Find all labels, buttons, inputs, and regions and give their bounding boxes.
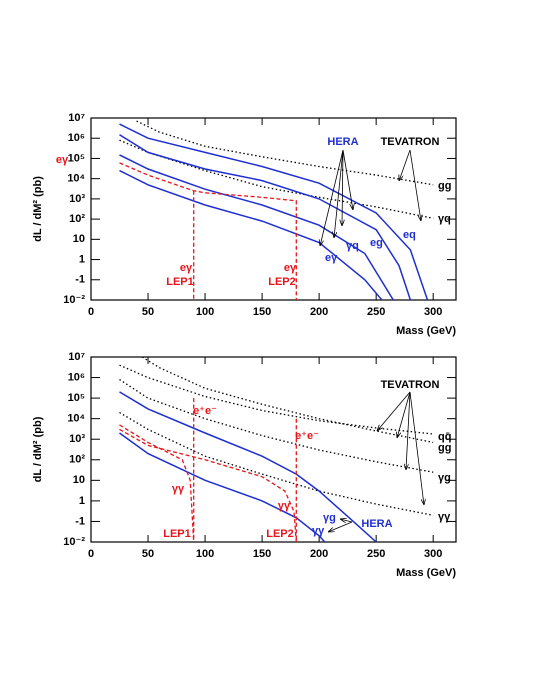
annotation: γγ [172, 483, 185, 495]
y-tick-label: 1 [79, 495, 85, 507]
y-tick-label: 10⁴ [67, 413, 85, 425]
curve [119, 391, 377, 542]
y-tick-label: -1 [75, 274, 85, 286]
curve [119, 378, 434, 473]
y-axis-label: dL / dM² (pb) [32, 176, 44, 242]
annotation: eγ [180, 262, 193, 274]
x-tick-label: 250 [367, 306, 385, 318]
y-tick-label: 10⁷ [68, 112, 85, 124]
curve [119, 154, 394, 300]
curve-label: eγ [325, 252, 338, 264]
curve [141, 357, 434, 444]
curve-label: γγ [438, 511, 451, 523]
annotation: TEVATRON [381, 136, 440, 148]
curve [119, 139, 434, 219]
y-tick-label: -1 [75, 515, 85, 527]
curve-label: qq̄ [438, 431, 451, 443]
y-tick-label: 10⁵ [68, 392, 85, 404]
annotation: LEP1 [163, 528, 191, 540]
arrow [377, 391, 411, 431]
arrow [399, 149, 411, 181]
plot-frame [90, 117, 457, 301]
curve-label: eq [403, 229, 416, 241]
curve [119, 134, 412, 300]
annotation: LEP2 [268, 276, 296, 288]
x-tick-label: 300 [424, 306, 442, 318]
curves [119, 357, 434, 542]
curve [136, 120, 434, 186]
curve-label: γg [323, 512, 336, 524]
x-tick-label: 0 [88, 306, 94, 318]
annotation: TEVATRON [381, 379, 440, 391]
arrow [320, 149, 344, 246]
x-tick-label: 0 [88, 548, 94, 560]
annotation: LEP1 [166, 276, 194, 288]
arrow [334, 149, 344, 238]
y-tick-label: 10² [69, 454, 85, 466]
arrow [406, 391, 411, 470]
annotation: γγ [278, 500, 291, 512]
y-tick-label: 10⁷ [68, 351, 85, 363]
curve-label: γq [438, 213, 451, 225]
curve [119, 169, 383, 300]
curve-label: gg [438, 442, 451, 454]
annotation: eγ [56, 154, 69, 166]
annotation: HERA [327, 136, 358, 148]
x-tick-label: 50 [142, 306, 154, 318]
curve [119, 364, 434, 435]
x-tick-label: 300 [424, 548, 442, 560]
y-tick-label: 10² [69, 213, 85, 225]
arrow [342, 149, 343, 226]
y-tick-label: 10⁵ [68, 152, 85, 164]
y-tick-label: 10⁶ [68, 132, 85, 144]
x-tick-label: 200 [310, 548, 328, 560]
arrow [340, 519, 353, 522]
x-tick-label: 150 [253, 306, 271, 318]
x-axis-label: Mass (GeV) [396, 567, 456, 579]
y-tick-label: 10⁻² [63, 294, 85, 306]
y-axis-label: dL / dM² (pb) [32, 416, 44, 482]
curve-label: γγ [312, 525, 325, 537]
curve-label: gg [438, 180, 451, 192]
annotation: HERA [361, 518, 392, 530]
curve [119, 123, 429, 300]
x-axis-label: Mass (GeV) [396, 325, 456, 337]
curve [119, 411, 434, 516]
arrow [409, 149, 421, 221]
annotation: LEP2 [266, 528, 294, 540]
annotation: eγ [284, 262, 297, 274]
y-tick-label: 10 [73, 233, 85, 245]
annotation: e⁺e⁻ [295, 430, 319, 442]
y-tick-label: 10³ [69, 193, 85, 205]
curve [119, 432, 326, 542]
y-tick-label: 10 [73, 474, 85, 486]
y-tick-label: 10⁶ [68, 371, 85, 383]
y-tick-label: 10⁴ [67, 173, 85, 185]
panel: 0 50 100 150 200 250 300 10⁻² -1 1 10 10² 10³ 10⁴ 10⁵ 1… [32, 351, 457, 579]
y-tick-label: 10³ [69, 433, 85, 445]
arrow [342, 149, 353, 210]
x-tick-label: 50 [142, 548, 154, 560]
panel: 0 50 100 150 200 250 300 10⁻² -1 1 10 10² 10³ 10⁴ 10⁵ 1… [32, 112, 457, 337]
plot-frame [90, 356, 457, 543]
curve-label: γg [438, 472, 451, 484]
curves [119, 120, 434, 300]
curve [119, 428, 297, 542]
curve-label: γq [346, 240, 359, 252]
x-tick-label: 100 [196, 306, 214, 318]
curve-label: eg [370, 237, 383, 249]
arrow [409, 391, 424, 505]
y-tick-label: 10⁻² [63, 536, 85, 548]
arrow [328, 521, 353, 532]
x-tick-label: 250 [367, 548, 385, 560]
curve [119, 162, 297, 300]
annotation: e⁺e⁻ [193, 405, 217, 417]
x-tick-label: 100 [196, 548, 214, 560]
x-tick-label: 150 [253, 548, 271, 560]
arrow [397, 391, 411, 438]
y-tick-label: 1 [79, 253, 85, 265]
curve [119, 424, 195, 542]
x-tick-label: 200 [310, 306, 328, 318]
